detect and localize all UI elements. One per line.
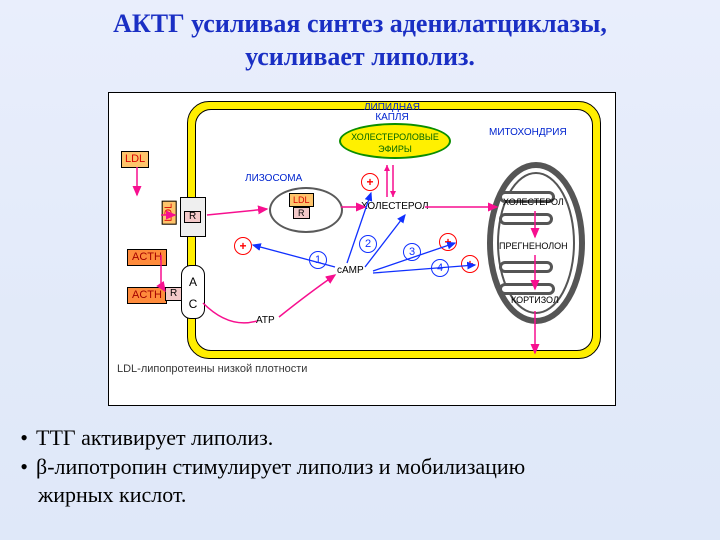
slide-title: АКТГ усиливая синтез аденилатциклазы, ус… — [0, 8, 720, 73]
title-line1: АКТГ усиливая синтез аденилатциклазы, — [113, 9, 607, 38]
title-line2: усиливает липолиз. — [245, 42, 475, 71]
diagram: A C LDL LDL R ACTH ACTH R LDL R ЛИЗОСОМА… — [108, 92, 616, 406]
bullet-list: •ТТГ активирует липолиз. •β-липотропин с… — [14, 424, 700, 510]
ldl-footnote: LDL-липопротеины низкой плотности — [117, 363, 307, 375]
bullet-2b: жирных кислот. — [14, 481, 700, 510]
arrows-layer — [109, 93, 617, 407]
bullet-1: ТТГ активирует липолиз. — [36, 425, 273, 450]
bullet-2a: β-липотропин стимулирует липолиз и мобил… — [36, 454, 525, 479]
